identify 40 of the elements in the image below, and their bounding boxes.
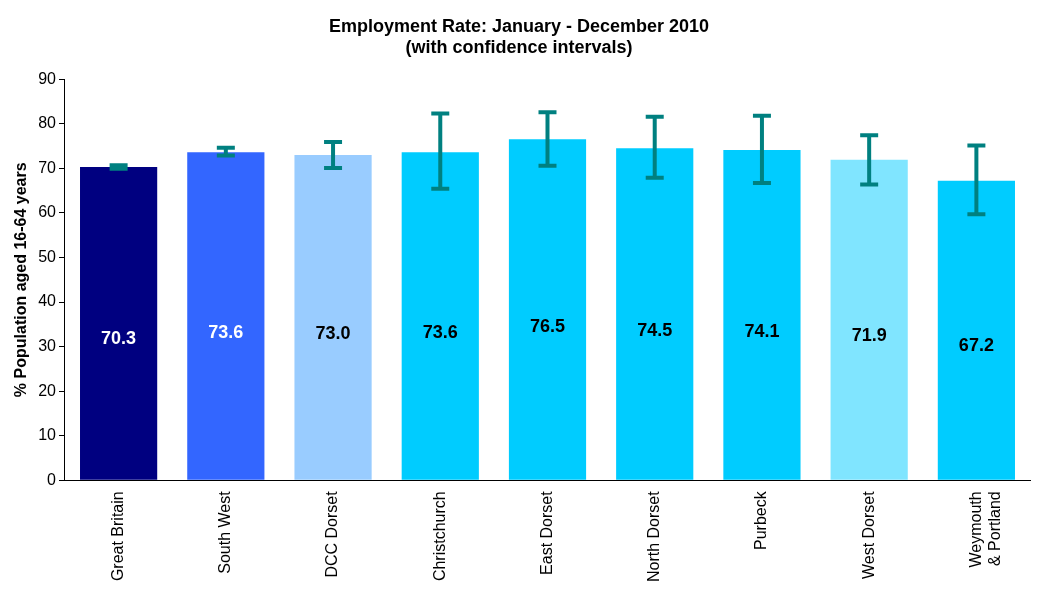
bar [80, 167, 158, 480]
data-label: 73.0 [315, 322, 351, 343]
data-label: 74.5 [637, 319, 673, 340]
bar [830, 159, 908, 480]
x-tick-label: Great Britain [109, 491, 127, 582]
x-tick-label: DCC Dorset [323, 490, 341, 578]
bar [723, 150, 801, 480]
data-label: 70.3 [101, 328, 137, 349]
x-tick-label: Weymouth & Portland [966, 491, 1003, 568]
bar [294, 154, 372, 480]
data-label: 73.6 [422, 321, 458, 342]
x-tick-label: Purbeck [752, 490, 770, 551]
y-tick-label: 50 [38, 247, 57, 265]
y-tick-label: 30 [38, 337, 57, 355]
y-tick-label: 10 [38, 426, 57, 444]
x-tick-label: West Dorset [859, 490, 877, 580]
data-label: 73.6 [208, 321, 244, 342]
y-axis-title: % Population aged 16-64 years [12, 162, 30, 398]
data-label: 74.1 [744, 320, 780, 341]
chart-subtitle: (with confidence intervals) [405, 37, 633, 58]
chart-title: Employment Rate: January - December 2010 [328, 15, 710, 36]
data-label: 67.2 [958, 334, 994, 355]
bar [187, 152, 265, 480]
bar [937, 180, 1015, 480]
data-label: 71.9 [851, 325, 887, 346]
y-tick-label: 40 [38, 292, 57, 310]
bar [508, 139, 587, 480]
x-tick-label: North Dorset [645, 490, 663, 583]
data-label: 76.5 [529, 315, 566, 336]
y-tick-label: 80 [38, 114, 57, 132]
x-tick-label: East Dorset [537, 490, 555, 575]
x-tick-label: Christchurch [430, 491, 448, 582]
y-tick-label: 0 [47, 470, 57, 488]
bar [401, 152, 479, 480]
y-tick-label: 60 [38, 203, 57, 221]
y-tick-label: 20 [38, 381, 57, 399]
y-tick-label: 70 [38, 158, 57, 176]
x-tick-label: South West [216, 490, 234, 574]
bar [616, 148, 694, 480]
y-tick-label: 90 [38, 69, 57, 87]
